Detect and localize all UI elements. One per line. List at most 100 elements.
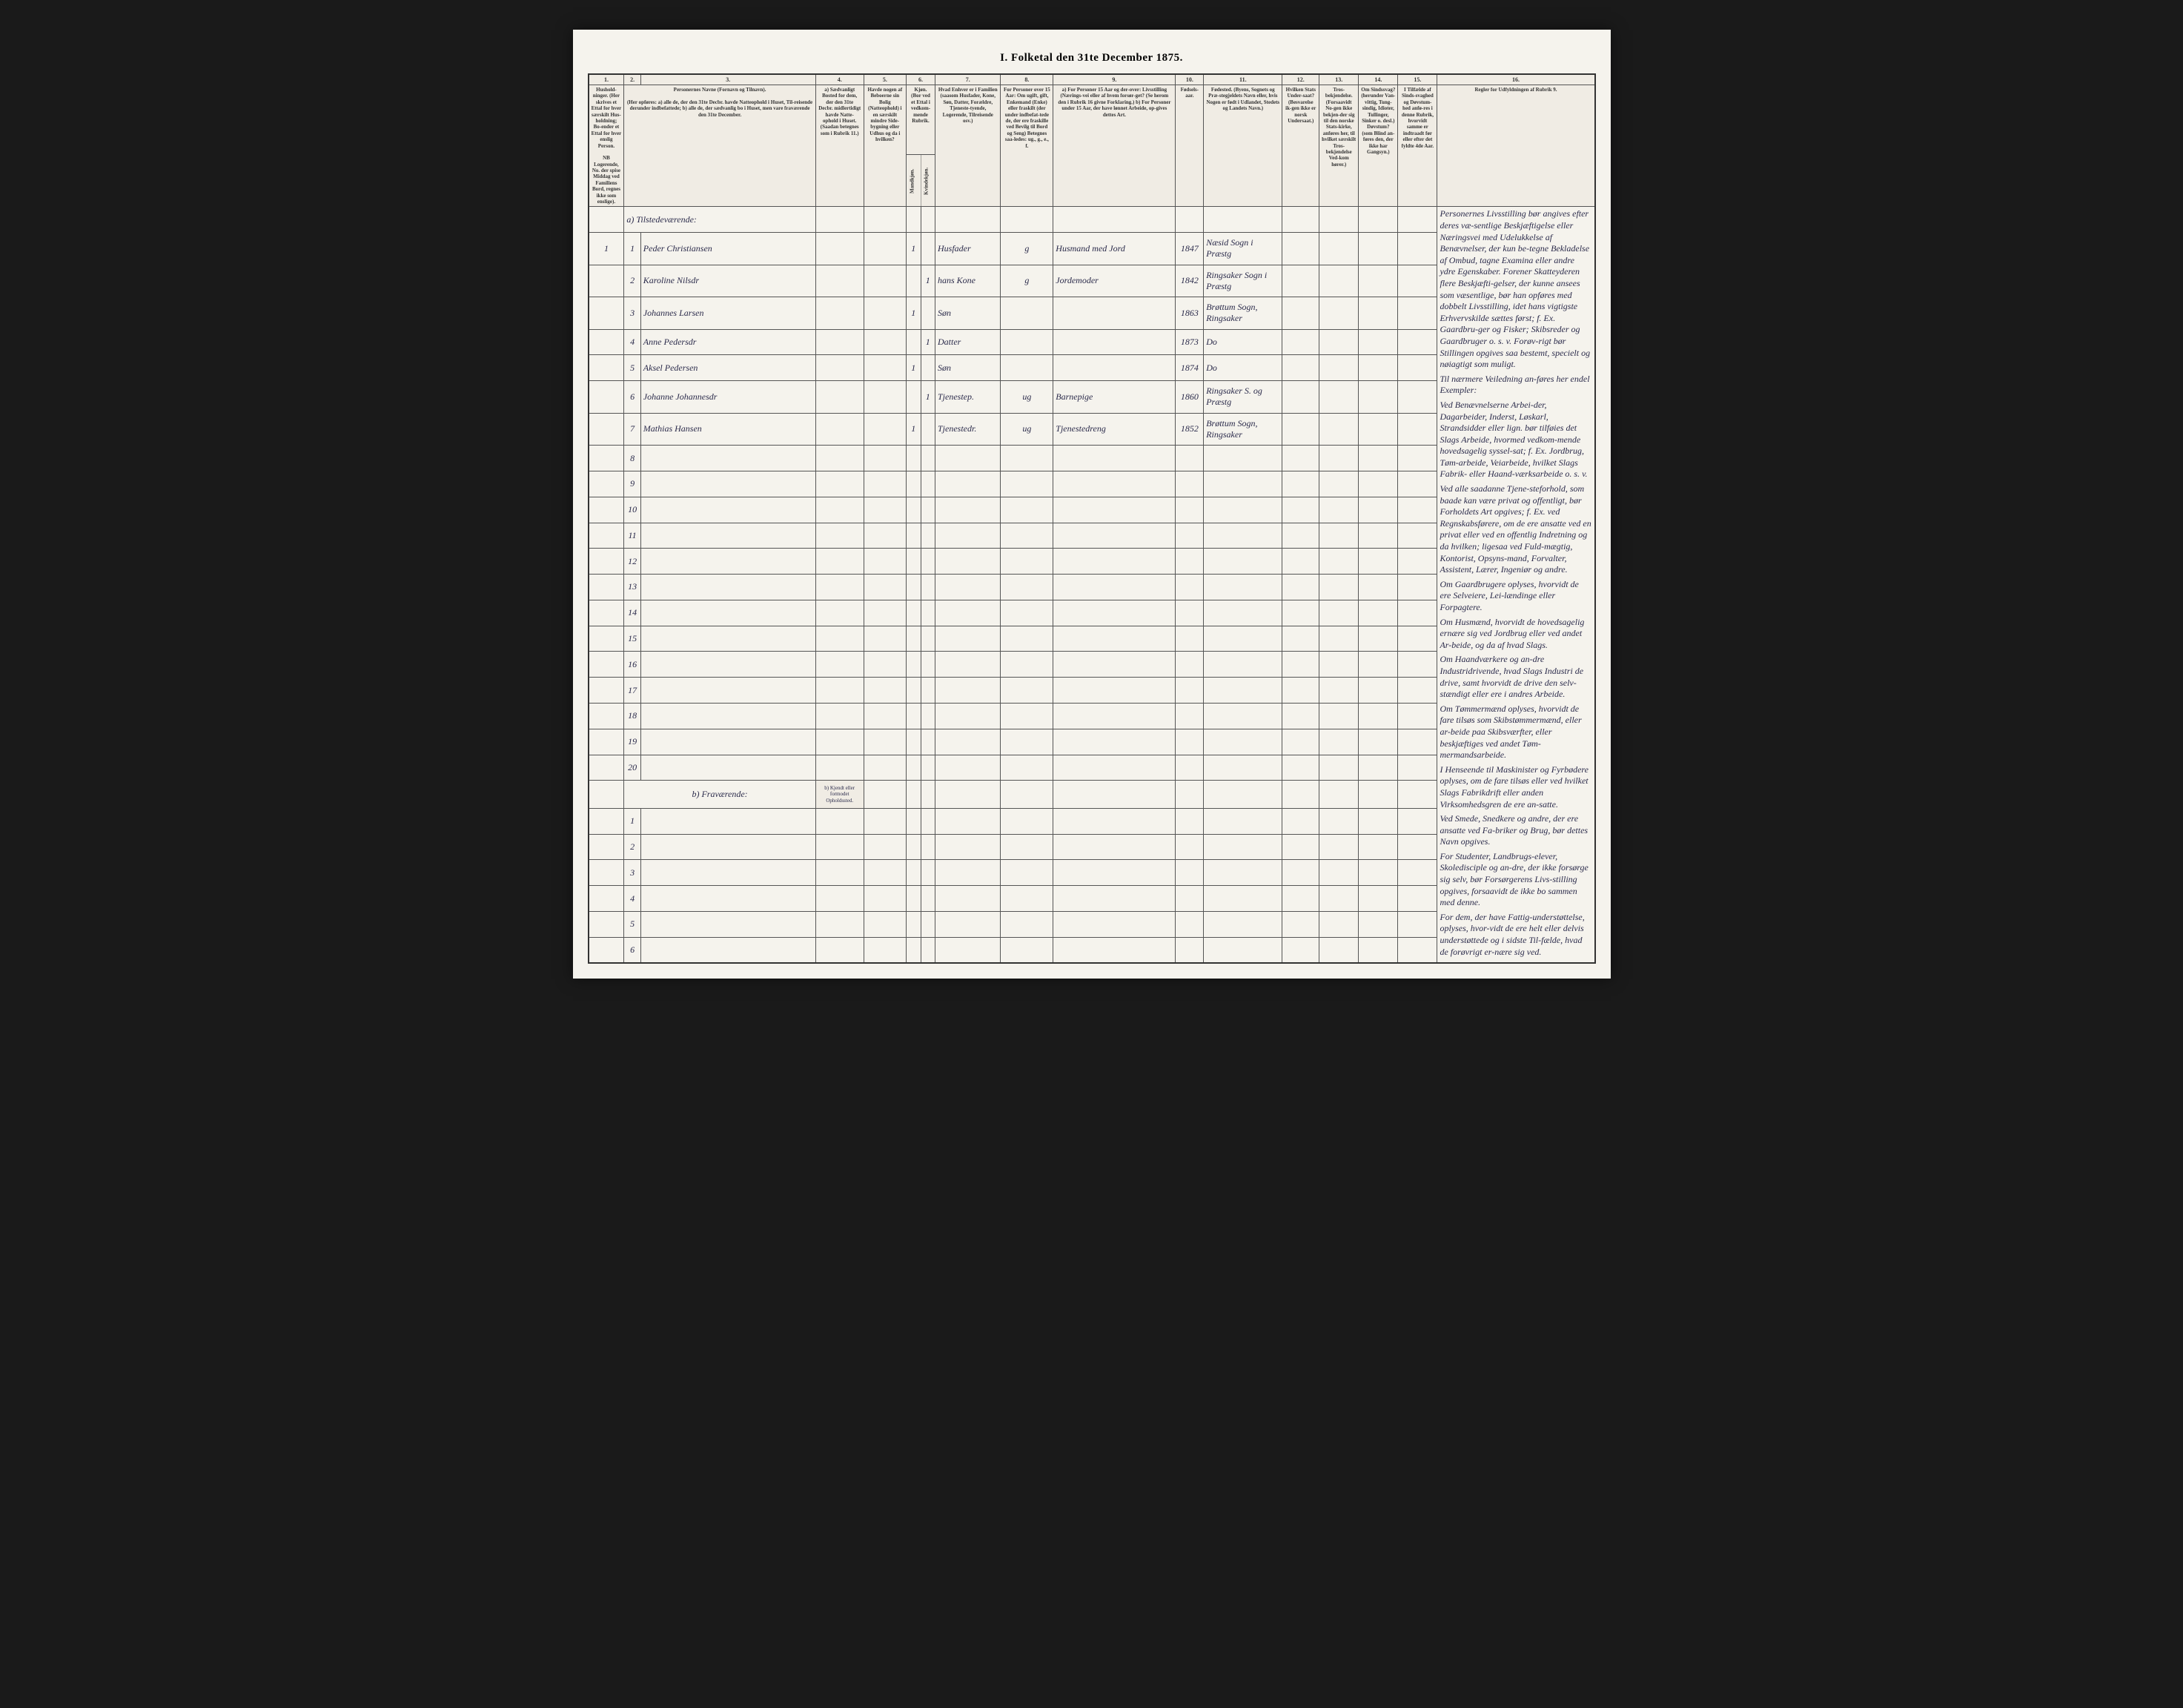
col-num-2: 2.	[624, 74, 640, 85]
civil-cell	[1001, 329, 1053, 355]
col-num-12: 12.	[1282, 74, 1319, 85]
header-disability: Om Sindssvag? (herunder Van-vittig, Tung…	[1359, 85, 1398, 207]
header-names-title: Personernes Navne (Fornavn og Tilnavn).	[674, 87, 766, 93]
rules-paragraph: Personernes Livsstilling bør angives eft…	[1440, 208, 1591, 370]
header-civil: For Personer over 15 Aar: Om ugift, gift…	[1001, 85, 1053, 207]
occupation-cell: Tjenestedreng	[1053, 413, 1176, 445]
section-b-label: b) Fraværende:	[624, 781, 815, 808]
male-cell: 1	[907, 297, 921, 329]
female-cell	[921, 233, 935, 265]
disability-cell	[1359, 355, 1398, 381]
header-residence: a) Sædvanligt Bosted for dem, der den 31…	[815, 85, 864, 207]
relation-cell: Husfader	[935, 233, 1001, 265]
citizenship-cell	[1282, 265, 1319, 297]
disability-age-cell	[1398, 265, 1437, 297]
col-num-15: 15.	[1398, 74, 1437, 85]
rules-paragraph: Om Gaardbrugere oplyses, hvorvidt de ere…	[1440, 579, 1591, 614]
year-cell: 1847	[1176, 233, 1204, 265]
col-num-9: 9.	[1053, 74, 1176, 85]
place-cell: Brøttum Sogn, Ringsaker	[1204, 413, 1282, 445]
civil-cell: g	[1001, 233, 1053, 265]
male-cell	[907, 329, 921, 355]
household-num	[589, 413, 624, 445]
person-num: 12	[624, 549, 640, 575]
male-cell: 1	[907, 233, 921, 265]
section-b-col4: b) Kjendt eller formodet Opholdssted.	[815, 781, 864, 808]
citizenship-cell	[1282, 297, 1319, 329]
disability-cell	[1359, 413, 1398, 445]
header-names-sub: (Her opføres: a) alle de, der den 31te D…	[627, 99, 812, 118]
col-num-7: 7.	[935, 74, 1001, 85]
residence-cell	[815, 329, 864, 355]
place-cell: Næsid Sogn i Præstg	[1204, 233, 1282, 265]
residence-cell	[815, 355, 864, 381]
household-num: 1	[589, 233, 624, 265]
col-num-6: 6.	[907, 74, 935, 85]
building-cell	[864, 329, 906, 355]
person-num: 8	[624, 446, 640, 471]
rules-paragraph: Om Husmænd, hvorvidt de hovedsagelig ern…	[1440, 617, 1591, 652]
relation-cell: Søn	[935, 355, 1001, 381]
year-cell: 1873	[1176, 329, 1204, 355]
person-num: 4	[624, 329, 640, 355]
header-households-note: NB Logerende, No. der spise Middag ved F…	[592, 155, 620, 205]
relation-cell: Datter	[935, 329, 1001, 355]
religion-cell	[1319, 297, 1359, 329]
occupation-cell: Jordemoder	[1053, 265, 1176, 297]
header-names: Personernes Navne (Fornavn og Tilnavn). …	[624, 85, 815, 207]
col-num-10: 10.	[1176, 74, 1204, 85]
col-num-16: 16.	[1437, 74, 1595, 85]
disability-cell	[1359, 297, 1398, 329]
occupation-cell	[1053, 297, 1176, 329]
rules-paragraph: Om Haandværkere og an-dre Industridriven…	[1440, 654, 1591, 700]
disability-cell	[1359, 329, 1398, 355]
person-num: 18	[624, 704, 640, 729]
col-num-5: 5.	[864, 74, 906, 85]
female-cell: 1	[921, 381, 935, 413]
header-rules: Regler for Udfyldningen af Rubrik 9.	[1437, 85, 1595, 207]
col-num-11: 11.	[1204, 74, 1282, 85]
col-num-1: 1.	[589, 74, 624, 85]
person-num: 3	[624, 297, 640, 329]
header-religion: Tros-bekjendelse. (Forsaavidt No-gen ikk…	[1319, 85, 1359, 207]
rules-paragraph: Ved Benævnelserne Arbei-der, Dagarbeider…	[1440, 400, 1591, 480]
disability-age-cell	[1398, 381, 1437, 413]
residence-cell	[815, 297, 864, 329]
year-cell: 1842	[1176, 265, 1204, 297]
header-occupation: a) For Personer 15 Aar og der-over: Livs…	[1053, 85, 1176, 207]
header-building: Havde nogen af Beboerne sin Bolig (Natte…	[864, 85, 906, 207]
disability-age-cell	[1398, 355, 1437, 381]
male-cell	[907, 381, 921, 413]
person-num: 4	[624, 886, 640, 912]
relation-cell: Søn	[935, 297, 1001, 329]
year-cell: 1852	[1176, 413, 1204, 445]
page-title: I. Folketal den 31te December 1875.	[588, 52, 1596, 64]
person-num: 17	[624, 678, 640, 704]
household-num	[589, 265, 624, 297]
rules-paragraph: Til nærmere Veiledning an-føres her ende…	[1440, 374, 1591, 397]
relation-cell: Tjenestedr.	[935, 413, 1001, 445]
citizenship-cell	[1282, 233, 1319, 265]
header-citizenship: Hvilken Stats Under-saat? (Besvarelse ik…	[1282, 85, 1319, 207]
building-cell	[864, 297, 906, 329]
person-num: 6	[624, 381, 640, 413]
person-name: Johanne Johannesdr	[640, 381, 815, 413]
person-num: 7	[624, 413, 640, 445]
col-num-8: 8.	[1001, 74, 1053, 85]
religion-cell	[1319, 413, 1359, 445]
citizenship-cell	[1282, 381, 1319, 413]
header-male: Mandkjøn.	[907, 155, 921, 207]
relation-cell: Tjenestep.	[935, 381, 1001, 413]
civil-cell: ug	[1001, 413, 1053, 445]
col-num-13: 13.	[1319, 74, 1359, 85]
rules-paragraph: For Studenter, Landbrugs-elever, Skoledi…	[1440, 851, 1591, 909]
female-cell: 1	[921, 329, 935, 355]
citizenship-cell	[1282, 329, 1319, 355]
header-sex: Kjøn. (Bor ved et Ettal i vedkom-mende R…	[907, 85, 935, 155]
header-relation: Hvad Enhver er i Familien (saasom Husfad…	[935, 85, 1001, 207]
household-num	[589, 297, 624, 329]
household-num	[589, 329, 624, 355]
header-disability-age: I Tilfælde af Sinds-svaghed og Døvstum-h…	[1398, 85, 1437, 207]
section-a-header: a) Tilstedeværende: Personernes Livsstil…	[589, 207, 1595, 233]
occupation-cell: Husmand med Jord	[1053, 233, 1176, 265]
